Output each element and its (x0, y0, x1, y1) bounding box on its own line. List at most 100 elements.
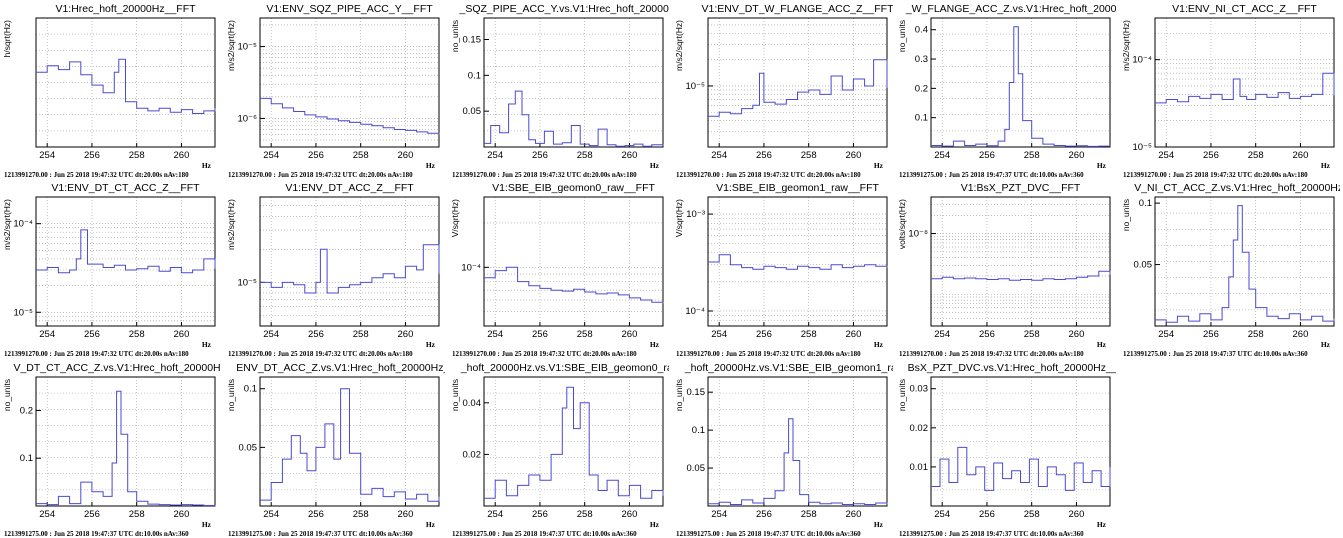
chart-title: V1:ENV_DT_W_FLANGE_ACC_Z__FFT (702, 3, 893, 15)
y-axis-label: m/s2/sqrt(Hz) (226, 199, 236, 250)
chart-footer: 1213991270.00 : Jun 25 2018 19:47:32 UTC… (228, 350, 413, 358)
chart-title: V1:ENV_DT_CT_ACC_Z__FFT (51, 182, 200, 194)
chart-footer: 1213991275.00 : Jun 25 2018 19:47:37 UTC… (899, 530, 1084, 538)
chart-title: V1:ENV_DT_ACC_Z__FFT (285, 182, 414, 194)
x-tick-label: 256 (532, 329, 548, 340)
x-tick-label: 254 (711, 150, 727, 161)
chart-svg: V_NI_CT_ACC_Z.vs.V1:Hrec_hoft_20000Hz__ 2… (1121, 182, 1340, 358)
y-axis-label: m/s2/sqrt(Hz) (2, 199, 12, 250)
y-tick-label: 10⁻⁵ (685, 81, 705, 92)
y-tick-label: 0.3 (915, 54, 928, 65)
plot-frame (483, 196, 664, 327)
x-tick-label: 260 (622, 329, 638, 340)
series-line (484, 386, 664, 499)
chart-panel: V1:ENV_NI_CT_ACC_Z__FFT 254 256 258 260 10⁻⁵ 1… (1119, 0, 1340, 179)
x-tick-label: 254 (487, 150, 503, 161)
y-tick-label: 0.05 (687, 463, 706, 474)
chart-svg: V1:ENV_DT_CT_ACC_Z__FFT 254 256 258 260 10⁻⁵ 1… (2, 182, 216, 358)
x-tick-label: 254 (39, 509, 55, 520)
chart-panel: V1:BsX_PZT_DVC__FFT 254 256 258 260 10⁻⁸ volts… (895, 179, 1116, 358)
y-axis-label: volts/sqrt(Hz) (897, 199, 907, 249)
chart-title: ENV_DT_ACC_Z.vs.V1:Hrec_hoft_20000Hz__C (236, 362, 445, 374)
series-line (260, 388, 440, 502)
series-line (36, 390, 216, 506)
x-tick-label: 258 (129, 509, 145, 520)
x-tick-label: 254 (1158, 150, 1174, 161)
x-axis-label: Hz (202, 161, 212, 170)
y-axis-label: h/sqrt(Hz) (2, 20, 12, 57)
x-tick-label: 256 (756, 509, 772, 520)
chart-panel: V1:Hrec_hoft_20000Hz__FFT 254 256 258 260 h/s… (0, 0, 221, 179)
y-axis-label: no_units (674, 379, 684, 411)
x-tick-label: 260 (398, 329, 414, 340)
series-line (931, 26, 1111, 147)
x-tick-label: 254 (263, 329, 279, 340)
y-axis-label: no_units (450, 379, 460, 411)
x-axis-label: Hz (650, 340, 660, 349)
chart-panel: V_NI_CT_ACC_Z.vs.V1:Hrec_hoft_20000Hz__ 2… (1119, 179, 1340, 358)
x-axis-label: Hz (874, 161, 884, 170)
series-line (260, 97, 440, 135)
x-tick-label: 258 (801, 509, 817, 520)
chart-svg: _W_FLANGE_ACC_Z.vs.V1:Hrec_hoft_20000Hz 2… (897, 3, 1116, 179)
x-tick-label: 260 (622, 509, 638, 520)
chart-panel: V1:SBE_EIB_geomon0_raw__FFT 254 256 258 260 1… (448, 179, 669, 358)
x-tick-label: 258 (1248, 329, 1264, 340)
y-axis-label: no_units (2, 379, 12, 411)
x-tick-label: 258 (577, 150, 593, 161)
plot-frame (259, 196, 440, 327)
chart-title: V1:ENV_SQZ_PIPE_ACC_Y__FFT (266, 3, 433, 15)
chart-footer: 1213991270.00 : Jun 25 2018 19:47:32 UTC… (676, 171, 861, 179)
chart-title: V1:SBE_EIB_geomon0_raw__FFT (492, 182, 655, 194)
y-tick-label: 0.05 (1134, 260, 1153, 271)
y-tick-label: 10⁻⁵ (1132, 142, 1152, 153)
chart-panel: V1:ENV_DT_ACC_Z__FFT 254 256 258 260 10⁻⁵ m/s2… (224, 179, 445, 358)
x-tick-label: 256 (84, 509, 100, 520)
y-tick-label: 0.2 (20, 405, 33, 416)
x-tick-label: 256 (84, 150, 100, 161)
series-line (1155, 205, 1335, 323)
x-axis-label: Hz (1321, 161, 1331, 170)
y-axis-label: no_units (897, 379, 907, 411)
x-axis-label: Hz (1097, 161, 1107, 170)
chart-svg: V1:SBE_EIB_geomon1_raw__FFT 254 256 258 260 1… (674, 182, 888, 358)
x-tick-label: 256 (756, 329, 772, 340)
x-tick-label: 258 (353, 329, 369, 340)
plot-frame (1154, 17, 1335, 148)
chart-svg: _SQZ_PIPE_ACC_Y.vs.V1:Hrec_hoft_20000Hz_… (450, 3, 669, 179)
chart-title: V_DT_CT_ACC_Z.vs.V1:Hrec_hoft_20000Hz__ (13, 362, 221, 374)
x-axis-label: Hz (874, 520, 884, 529)
x-axis-label: Hz (426, 340, 436, 349)
chart-svg: V1:SBE_EIB_geomon0_raw__FFT 254 256 258 260 1… (450, 182, 664, 358)
y-tick-label: 10⁻⁵ (237, 277, 257, 288)
chart-panel: V1:ENV_DT_CT_ACC_Z__FFT 254 256 258 260 10⁻⁵ 1… (0, 179, 221, 358)
chart-title: _SQZ_PIPE_ACC_Y.vs.V1:Hrec_hoft_20000Hz_ (458, 3, 669, 15)
chart-title: _hoft_20000Hz.vs.V1:SBE_EIB_geomon0_raw_ (460, 362, 669, 374)
series-line (1155, 72, 1335, 104)
chart-footer: 1213991275.00 : Jun 25 2018 19:47:37 UTC… (899, 171, 1084, 179)
x-tick-label: 256 (532, 150, 548, 161)
plot-frame (930, 196, 1111, 327)
x-tick-label: 258 (1024, 329, 1040, 340)
x-tick-label: 254 (711, 329, 727, 340)
x-tick-label: 260 (174, 329, 190, 340)
x-axis-label: Hz (1097, 340, 1107, 349)
x-tick-label: 254 (934, 509, 950, 520)
y-axis-label: no_units (1121, 199, 1131, 231)
y-tick-label: 0.02 (910, 423, 929, 434)
chart-panel: V_DT_CT_ACC_Z.vs.V1:Hrec_hoft_20000Hz__ 2… (0, 359, 221, 538)
x-tick-label: 254 (39, 329, 55, 340)
chart-footer: 1213991275.00 : Jun 25 2018 19:47:37 UTC… (4, 530, 189, 538)
x-tick-label: 256 (308, 509, 324, 520)
y-tick-label: 10⁻⁵ (237, 42, 257, 53)
x-tick-label: 258 (353, 150, 369, 161)
x-tick-label: 254 (487, 329, 503, 340)
x-tick-label: 260 (1069, 150, 1085, 161)
chart-footer: 1213991275.00 : Jun 25 2018 19:47:37 UTC… (676, 530, 861, 538)
chart-footer: 1213991270.00 : Jun 25 2018 19:47:32 UTC… (4, 171, 189, 179)
chart-panel: _W_FLANGE_ACC_Z.vs.V1:Hrec_hoft_20000Hz 2… (895, 0, 1116, 179)
x-axis-label: Hz (650, 520, 660, 529)
x-tick-label: 254 (934, 150, 950, 161)
series-line (484, 90, 664, 147)
